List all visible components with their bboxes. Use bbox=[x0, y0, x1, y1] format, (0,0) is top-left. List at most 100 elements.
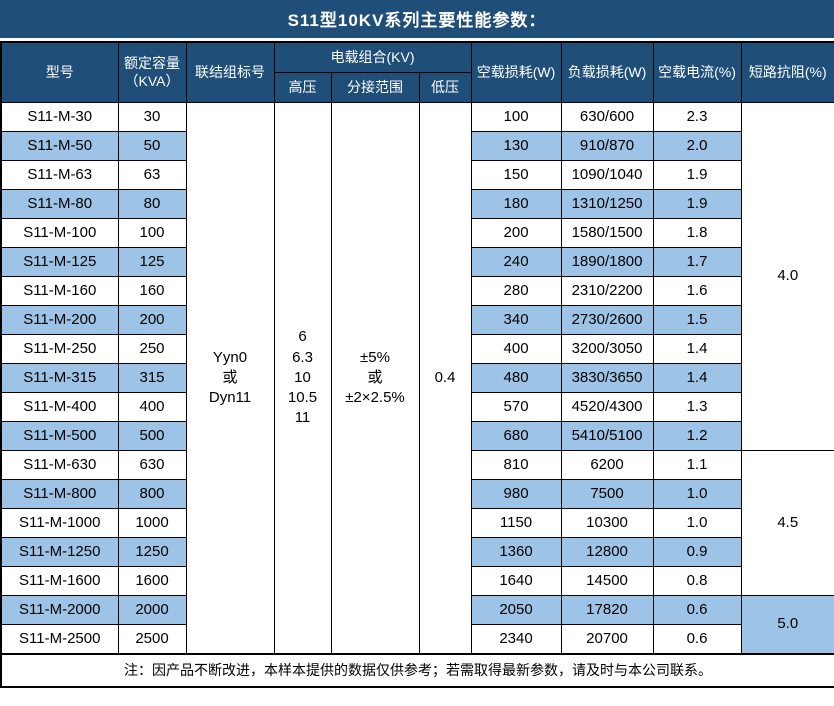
cell-model: S11-M-63 bbox=[0, 160, 119, 190]
cell-load-loss: 630/600 bbox=[560, 102, 654, 132]
table-row: S11-M-30 30 Yyn0 或 Dyn11 6 6.3 10 10.5 11 ±5… bbox=[0, 102, 834, 655]
cell-no-load-current: 1.8 bbox=[652, 218, 742, 248]
col-header-tap-range: 分接范围 bbox=[330, 72, 420, 103]
table-row: S11-M-315 315 480 3830/3650 1.4 bbox=[0, 363, 834, 393]
cell-capacity: 250 bbox=[117, 334, 187, 364]
cell-no-load-loss: 240 bbox=[470, 247, 562, 277]
cell-load-loss: 1580/1500 bbox=[560, 218, 654, 248]
cell-no-load-current: 1.7 bbox=[652, 247, 742, 277]
cell-capacity: 200 bbox=[117, 305, 187, 335]
cell-no-load-current: 0.8 bbox=[652, 566, 742, 596]
cell-no-load-loss: 400 bbox=[470, 334, 562, 364]
col-header-no-load-current: 空载电流(%) bbox=[652, 41, 742, 103]
table-row: S11-M-80 80 180 1310/1250 1.9 bbox=[0, 189, 834, 219]
col-header-load-loss: 负载损耗(W) bbox=[560, 41, 654, 103]
col-header-model: 型号 bbox=[0, 41, 119, 103]
cell-lv: 0.4 bbox=[418, 102, 472, 655]
cell-no-load-loss: 1640 bbox=[470, 566, 562, 596]
cell-load-loss: 1310/1250 bbox=[560, 189, 654, 219]
cell-no-load-loss: 100 bbox=[470, 102, 562, 132]
cell-model: S11-M-50 bbox=[0, 131, 119, 161]
cell-load-loss: 7500 bbox=[560, 479, 654, 509]
cell-no-load-current: 1.6 bbox=[652, 276, 742, 306]
cell-load-loss: 14500 bbox=[560, 566, 654, 596]
cell-capacity: 50 bbox=[117, 131, 187, 161]
table-row: S11-M-63 63 150 1090/1040 1.9 bbox=[0, 160, 834, 190]
cell-capacity: 630 bbox=[117, 450, 187, 480]
table-row: S11-M-2000 2000 2050 17820 0.6 5.0 bbox=[0, 595, 834, 655]
cell-model: S11-M-315 bbox=[0, 363, 119, 393]
page-title: S11型10KV系列主要性能参数： bbox=[0, 0, 834, 41]
cell-capacity: 2000 bbox=[117, 595, 187, 625]
cell-no-load-loss: 1360 bbox=[470, 537, 562, 567]
cell-model: S11-M-125 bbox=[0, 247, 119, 277]
cell-no-load-loss: 1150 bbox=[470, 508, 562, 538]
cell-load-loss: 3200/3050 bbox=[560, 334, 654, 364]
cell-no-load-current: 1.1 bbox=[652, 450, 742, 480]
cell-impedance: 4.0 bbox=[740, 102, 834, 451]
cell-model: S11-M-2500 bbox=[0, 624, 119, 655]
table-note: 注：因产品不断改进，本样本提供的数据仅供参考；若需取得最新参数，请及时与本公司联… bbox=[0, 653, 834, 688]
cell-no-load-loss: 980 bbox=[470, 479, 562, 509]
cell-capacity: 63 bbox=[117, 160, 187, 190]
cell-no-load-loss: 810 bbox=[470, 450, 562, 480]
col-header-no-load-loss: 空载损耗(W) bbox=[470, 41, 562, 103]
cell-no-load-loss: 680 bbox=[470, 421, 562, 451]
cell-model: S11-M-200 bbox=[0, 305, 119, 335]
cell-capacity: 800 bbox=[117, 479, 187, 509]
cell-no-load-current: 1.4 bbox=[652, 363, 742, 393]
cell-model: S11-M-160 bbox=[0, 276, 119, 306]
cell-no-load-loss: 180 bbox=[470, 189, 562, 219]
cell-model: S11-M-80 bbox=[0, 189, 119, 219]
col-header-lv: 低压 bbox=[418, 72, 472, 103]
cell-no-load-loss: 280 bbox=[470, 276, 562, 306]
cell-no-load-current: 1.3 bbox=[652, 392, 742, 422]
cell-no-load-current: 1.5 bbox=[652, 305, 742, 335]
cell-capacity: 80 bbox=[117, 189, 187, 219]
cell-no-load-loss: 200 bbox=[470, 218, 562, 248]
cell-load-loss: 1890/1800 bbox=[560, 247, 654, 277]
col-header-impedance: 短路抗阻(%) bbox=[740, 41, 834, 103]
cell-load-loss: 17820 bbox=[560, 595, 654, 625]
cell-capacity: 2500 bbox=[117, 624, 187, 655]
cell-load-loss: 1090/1040 bbox=[560, 160, 654, 190]
table-row: S11-M-100 100 200 1580/1500 1.8 bbox=[0, 218, 834, 248]
cell-model: S11-M-250 bbox=[0, 334, 119, 364]
cell-model: S11-M-400 bbox=[0, 392, 119, 422]
cell-capacity: 500 bbox=[117, 421, 187, 451]
cell-hv: 6 6.3 10 10.5 11 bbox=[273, 102, 332, 655]
table-row: S11-M-400 400 570 4520/4300 1.3 bbox=[0, 392, 834, 422]
cell-no-load-current: 1.4 bbox=[652, 334, 742, 364]
cell-model: S11-M-630 bbox=[0, 450, 119, 480]
cell-load-loss: 12800 bbox=[560, 537, 654, 567]
cell-load-loss: 2730/2600 bbox=[560, 305, 654, 335]
cell-load-loss: 20700 bbox=[560, 624, 654, 655]
cell-no-load-loss: 150 bbox=[470, 160, 562, 190]
cell-no-load-current: 0.9 bbox=[652, 537, 742, 567]
cell-vector-group: Yyn0 或 Dyn11 bbox=[185, 102, 275, 655]
table-row: S11-M-125 125 240 1890/1800 1.7 bbox=[0, 247, 834, 277]
cell-capacity: 100 bbox=[117, 218, 187, 248]
note-row: 注：因产品不断改进，本样本提供的数据仅供参考；若需取得最新参数，请及时与本公司联… bbox=[0, 653, 834, 688]
cell-no-load-loss: 2340 bbox=[470, 624, 562, 655]
cell-model: S11-M-1000 bbox=[0, 508, 119, 538]
spec-table: 型号 额定容量 （KVA） 联结组标号 电载组合(KV) 空载损耗(W) 负载损… bbox=[0, 41, 834, 688]
cell-load-loss: 2310/2200 bbox=[560, 276, 654, 306]
table-row: S11-M-500 500 680 5410/5100 1.2 bbox=[0, 421, 834, 451]
table-row: S11-M-160 160 280 2310/2200 1.6 bbox=[0, 276, 834, 306]
cell-capacity: 125 bbox=[117, 247, 187, 277]
cell-model: S11-M-100 bbox=[0, 218, 119, 248]
cell-load-loss: 3830/3650 bbox=[560, 363, 654, 393]
col-header-voltage-combo: 电载组合(KV) bbox=[273, 41, 472, 73]
cell-no-load-current: 0.6 bbox=[652, 624, 742, 655]
cell-impedance: 4.5 bbox=[740, 450, 834, 596]
header-row-main: 型号 额定容量 （KVA） 联结组标号 电载组合(KV) 空载损耗(W) 负载损… bbox=[0, 41, 834, 103]
col-header-hv: 高压 bbox=[273, 72, 332, 103]
cell-capacity: 30 bbox=[117, 102, 187, 132]
table-row: S11-M-2500 2500 2340 20700 0.6 bbox=[0, 624, 834, 655]
cell-model: S11-M-500 bbox=[0, 421, 119, 451]
cell-load-loss: 5410/5100 bbox=[560, 421, 654, 451]
cell-model: S11-M-30 bbox=[0, 102, 119, 132]
cell-no-load-current: 1.9 bbox=[652, 160, 742, 190]
table-row: S11-M-1250 1250 1360 12800 0.9 bbox=[0, 537, 834, 567]
